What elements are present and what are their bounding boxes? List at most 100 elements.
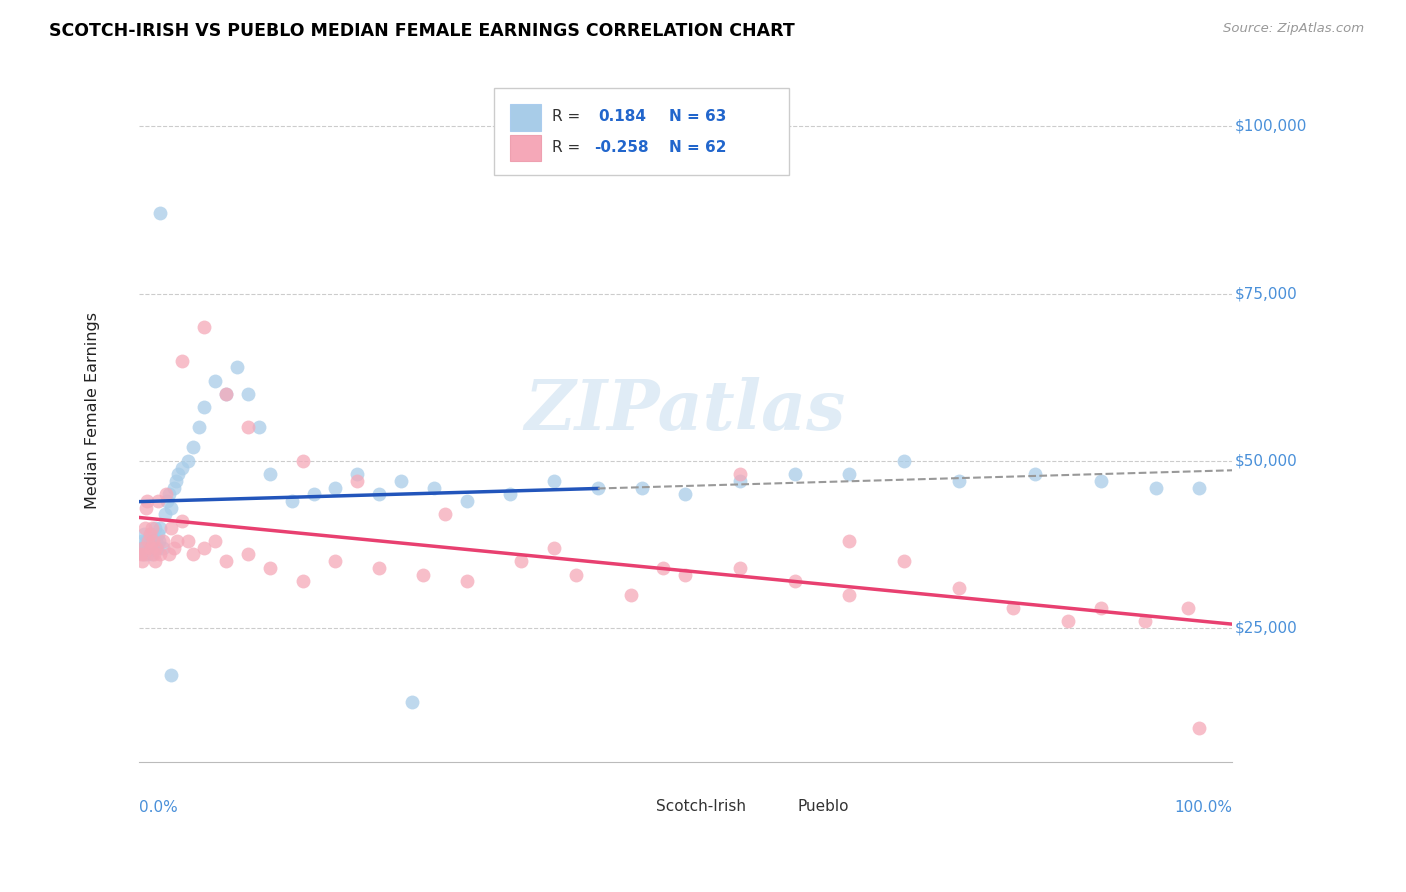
Point [204,534,226,549]
Point [247,420,270,434]
Point [346,474,368,488]
Point [630,481,652,495]
Point [433,508,456,522]
Point [145,534,167,549]
Point [456,494,478,508]
Point [1188,481,1211,495]
Text: $100,000: $100,000 [1234,119,1306,134]
Point [389,474,412,488]
Point [148,494,170,508]
Text: -0.258: -0.258 [595,140,650,155]
Point [412,567,434,582]
Point [193,541,215,555]
Text: Pueblo: Pueblo [799,799,849,814]
Point [456,574,478,589]
Point [139,527,162,541]
Point [1090,601,1112,615]
Point [783,574,806,589]
Point [215,387,238,401]
Point [291,454,314,468]
Point [148,527,170,541]
Point [172,353,194,368]
Point [136,548,159,562]
Point [143,521,166,535]
Point [132,548,155,562]
Point [893,554,915,568]
Point [620,588,643,602]
Point [1188,722,1211,736]
Point [172,460,194,475]
Point [162,541,184,555]
Point [236,548,259,562]
Point [131,534,153,549]
Point [543,474,565,488]
Point [543,541,565,555]
Point [236,387,259,401]
Point [146,541,169,555]
Point [215,554,238,568]
Text: Scotch-Irish: Scotch-Irish [655,799,745,814]
Point [138,541,160,555]
Text: ZIPatlas: ZIPatlas [524,377,846,444]
Point [138,527,160,541]
Point [131,554,153,568]
Point [149,548,172,562]
Text: $50,000: $50,000 [1234,453,1296,468]
Point [1133,615,1156,629]
Point [838,534,860,549]
Point [136,494,159,508]
Point [728,467,751,482]
Point [177,454,200,468]
Point [259,561,281,575]
Point [139,541,162,555]
Point [193,401,215,415]
Point [728,474,751,488]
Point [838,588,860,602]
Point [138,534,160,549]
Point [143,554,166,568]
Text: $75,000: $75,000 [1234,286,1296,301]
Point [166,534,188,549]
Point [149,521,172,535]
Point [783,467,806,482]
Point [167,467,190,482]
Text: 0.184: 0.184 [598,109,645,124]
Text: $25,000: $25,000 [1234,621,1296,635]
Point [156,494,179,508]
Point [129,548,152,562]
Point [149,206,172,220]
Point [838,467,860,482]
Point [162,481,184,495]
Point [1144,481,1167,495]
Point [1024,467,1046,482]
Point [138,534,160,549]
Point [728,561,751,575]
Text: Source: ZipAtlas.com: Source: ZipAtlas.com [1223,22,1364,36]
Point [368,561,391,575]
Point [134,521,156,535]
Point [148,534,170,549]
Point [157,487,180,501]
Point [401,695,423,709]
FancyBboxPatch shape [756,796,787,818]
FancyBboxPatch shape [510,103,541,130]
Point [236,420,259,434]
Point [1002,601,1025,615]
Point [157,548,180,562]
Point [132,541,155,555]
Point [141,548,163,562]
Point [586,481,609,495]
Point [177,534,200,549]
Point [153,508,176,522]
Point [181,548,204,562]
Point [134,541,156,555]
Point [291,574,314,589]
Point [142,534,165,549]
Point [280,494,302,508]
Point [652,561,675,575]
Point [948,474,970,488]
Point [160,668,183,682]
Point [129,541,152,555]
Point [135,500,157,515]
Point [499,487,522,501]
